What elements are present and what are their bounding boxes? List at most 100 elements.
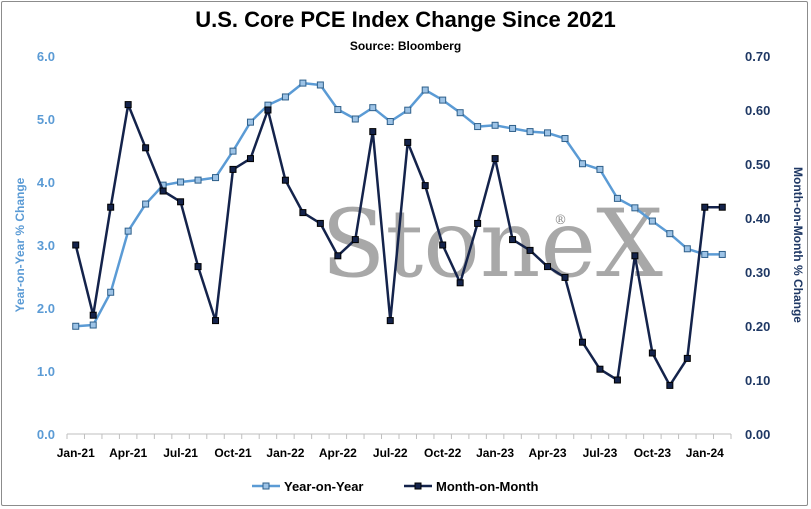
y-right-tick-label: 0.40 <box>745 211 770 226</box>
data-point-year-on-year <box>369 104 377 112</box>
data-point-year-on-year <box>404 106 412 114</box>
data-point-month-on-month <box>299 209 307 217</box>
data-point-month-on-month <box>159 187 167 195</box>
x-tick-label: Jul-22 <box>373 446 408 460</box>
data-point-month-on-month <box>456 279 464 287</box>
y-left-axis-title: Year-on-Year % Change <box>13 177 27 312</box>
data-point-month-on-month <box>351 236 359 244</box>
legend-marker-month-on-month <box>414 482 422 490</box>
data-point-year-on-year <box>509 124 517 132</box>
y-left-tick-label: 1.0 <box>37 364 55 379</box>
data-point-month-on-month <box>613 376 621 384</box>
y-right-tick-label: 0.30 <box>745 265 770 280</box>
data-point-year-on-year <box>578 160 586 168</box>
data-point-month-on-month <box>561 273 569 281</box>
data-point-month-on-month <box>578 338 586 346</box>
data-point-year-on-year <box>316 81 324 89</box>
data-point-year-on-year <box>701 250 709 258</box>
x-tick-label: Jan-21 <box>57 446 95 460</box>
data-point-year-on-year <box>299 79 307 87</box>
chart-title: U.S. Core PCE Index Change Since 2021 <box>195 7 616 32</box>
x-tick-label: Jul-23 <box>583 446 618 460</box>
data-point-month-on-month <box>142 144 150 152</box>
data-point-month-on-month <box>246 155 254 163</box>
y-right-tick-label: 0.50 <box>745 157 770 172</box>
data-point-month-on-month <box>229 165 237 173</box>
data-point-year-on-year <box>648 217 656 225</box>
legend-marker-year-on-year <box>262 482 270 490</box>
y-right-axis-title: Month-on-Month % Change <box>791 167 805 323</box>
x-tick-label: Apr-21 <box>109 446 147 460</box>
data-point-month-on-month <box>316 219 324 227</box>
data-point-year-on-year <box>631 204 639 212</box>
data-point-month-on-month <box>683 354 691 362</box>
y-right-tick-label: 0.00 <box>745 427 770 442</box>
data-point-month-on-month <box>124 101 132 109</box>
data-point-month-on-month <box>666 381 674 389</box>
data-point-month-on-month <box>474 219 482 227</box>
y-left-tick-label: 2.0 <box>37 301 55 316</box>
data-point-year-on-year <box>683 245 691 253</box>
data-point-month-on-month <box>334 252 342 260</box>
x-tick-label: Jan-24 <box>686 446 724 460</box>
data-point-month-on-month <box>264 106 272 114</box>
data-point-month-on-month <box>509 236 517 244</box>
data-point-year-on-year <box>386 118 394 126</box>
x-tick-label: Jan-22 <box>266 446 304 460</box>
data-point-month-on-month <box>439 241 447 249</box>
data-point-year-on-year <box>72 322 80 330</box>
data-point-month-on-month <box>701 203 709 211</box>
data-point-year-on-year <box>421 86 429 94</box>
data-point-month-on-month <box>596 365 604 373</box>
y-right-tick-label: 0.10 <box>745 373 770 388</box>
data-point-year-on-year <box>718 250 726 258</box>
data-point-month-on-month <box>281 176 289 184</box>
data-point-month-on-month <box>404 138 412 146</box>
data-point-month-on-month <box>421 182 429 190</box>
data-point-year-on-year <box>596 165 604 173</box>
data-point-month-on-month <box>491 155 499 163</box>
data-point-year-on-year <box>474 123 482 131</box>
data-point-year-on-year <box>526 128 534 136</box>
y-right-tick-label: 0.70 <box>745 49 770 64</box>
data-point-year-on-year <box>194 176 202 184</box>
x-tick-label: Apr-23 <box>529 446 567 460</box>
data-point-year-on-year <box>124 227 132 235</box>
data-point-year-on-year <box>246 118 254 126</box>
data-point-year-on-year <box>177 178 185 186</box>
y-left-tick-label: 4.0 <box>37 175 55 190</box>
y-left-tick-label: 6.0 <box>37 49 55 64</box>
data-point-month-on-month <box>648 349 656 357</box>
data-point-month-on-month <box>72 241 80 249</box>
data-point-month-on-month <box>544 263 552 271</box>
data-point-month-on-month <box>526 246 534 254</box>
watermark-registered-mark: ® <box>554 213 567 228</box>
data-point-year-on-year <box>229 147 237 155</box>
data-point-year-on-year <box>491 121 499 129</box>
legend-label-year-on-year: Year-on-Year <box>284 479 364 494</box>
data-point-year-on-year <box>212 174 220 182</box>
y-left-tick-label: 3.0 <box>37 238 55 253</box>
data-point-year-on-year <box>544 129 552 137</box>
data-point-month-on-month <box>212 317 220 325</box>
data-point-month-on-month <box>177 198 185 206</box>
data-point-month-on-month <box>718 203 726 211</box>
data-point-month-on-month <box>631 252 639 260</box>
data-point-year-on-year <box>666 230 674 238</box>
data-point-year-on-year <box>561 135 569 143</box>
y-left-tick-label: 0.0 <box>37 427 55 442</box>
x-tick-label: Oct-23 <box>634 446 672 460</box>
data-point-year-on-year <box>281 93 289 101</box>
data-point-year-on-year <box>334 106 342 114</box>
legend-label-month-on-month: Month-on-Month <box>436 479 539 494</box>
y-left-tick-label: 5.0 <box>37 112 55 127</box>
data-point-month-on-month <box>386 317 394 325</box>
data-point-month-on-month <box>89 311 97 319</box>
data-point-month-on-month <box>369 128 377 136</box>
data-point-year-on-year <box>89 321 97 329</box>
y-right-tick-label: 0.20 <box>745 319 770 334</box>
x-tick-label: Oct-22 <box>424 446 462 460</box>
data-point-year-on-year <box>107 288 115 296</box>
